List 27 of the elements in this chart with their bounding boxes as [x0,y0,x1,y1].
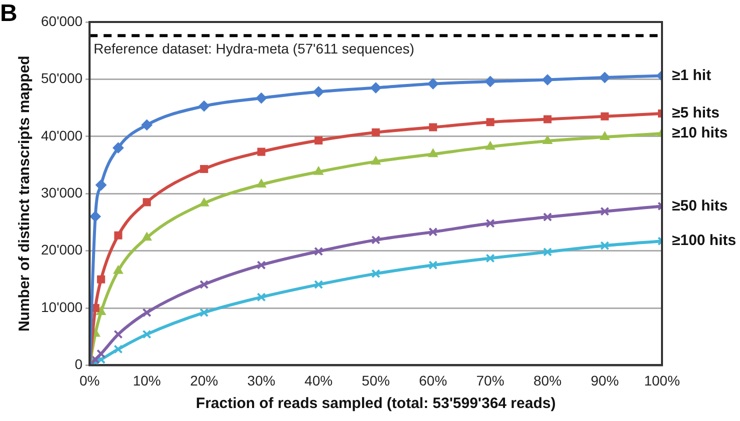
x-tick-label: 50% [362,372,390,388]
y-tick-label: 10'000 [40,298,83,315]
x-tick-label: 20% [190,372,218,388]
y-tick-label: 20'000 [40,242,83,258]
x-tick-label: 70% [476,372,504,388]
ref-line-label: Reference dataset: Hydra-meta (57'611 sequences) [94,40,414,57]
series-label: ≥5 hits [672,104,720,122]
y-tick-label: 60'000 [40,12,83,29]
series-label: ≥1 hit [672,66,712,84]
x-tick-label: 90% [590,372,619,388]
x-tick-label: 30% [247,372,276,388]
x-tick-label: 0% [79,372,100,388]
x-tick-label: 100% [644,372,680,388]
y-tick-label: 50'000 [40,70,83,86]
x-axis-title: Fraction of reads sampled (total: 53'599'364 reads) [196,395,556,412]
series-label: ≥10 hits [672,124,728,142]
series-label: ≥50 hits [672,197,728,214]
text: B [0,0,18,28]
x-tick-label: 10% [132,372,161,388]
y-tick-label: 40'000 [40,127,83,144]
y-axis-title: Number of distinct transcripts mapped [16,56,34,332]
y-tick-label: 0 [74,356,83,372]
y-tick-label: 30'000 [40,184,83,200]
series-label: ≥100 hits [672,232,736,250]
x-tick-label: 80% [534,372,562,388]
x-tick-label: 40% [304,372,333,388]
x-tick-label: 60% [419,372,448,388]
